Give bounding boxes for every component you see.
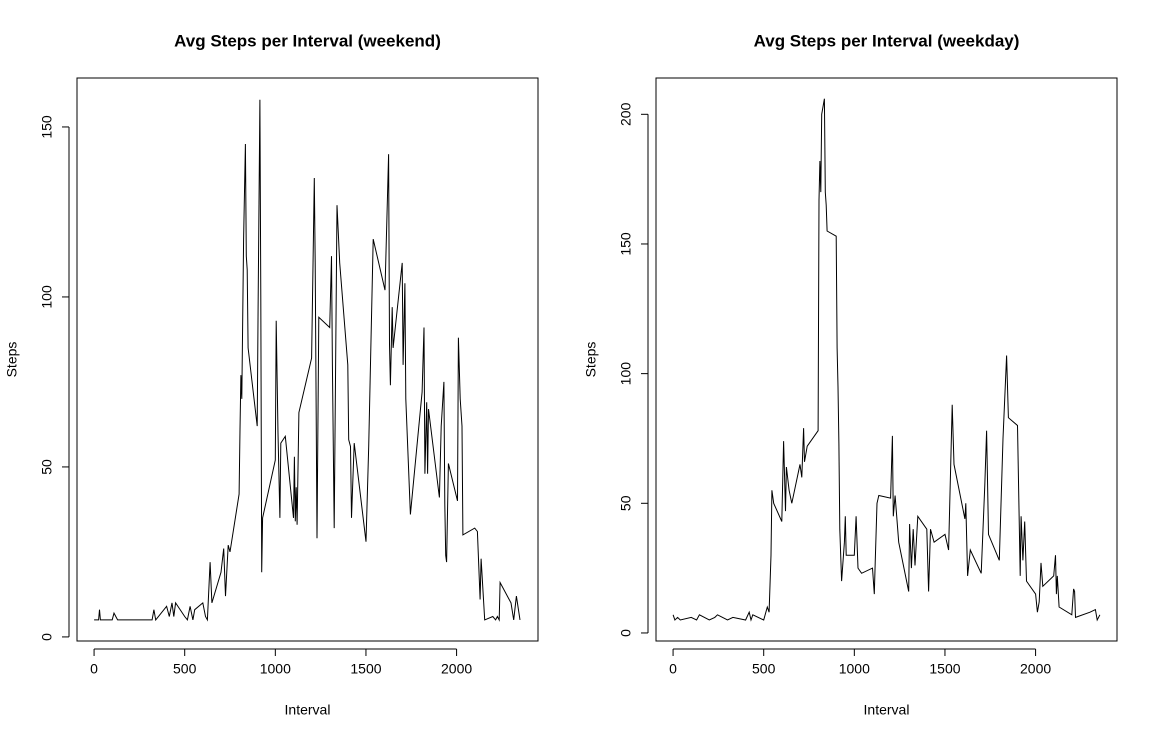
x-tick-label: 500 (752, 661, 776, 677)
y-tick-label: 150 (618, 232, 634, 256)
plot-box (655, 77, 1118, 642)
y-tick-label: 0 (618, 629, 634, 637)
x-tick-label: 1500 (350, 661, 381, 677)
x-tick-label: 1000 (260, 661, 291, 677)
x-tick-label: 2000 (1020, 661, 1051, 677)
y-tick-label: 200 (618, 102, 634, 126)
y-tick-label: 50 (618, 495, 634, 511)
x-axis-label: Interval (285, 702, 331, 718)
chart-title: Avg Steps per Interval (weekend) (174, 31, 441, 50)
x-tick-label: 2000 (441, 661, 472, 677)
plot-box (76, 77, 539, 642)
y-axis-label: Steps (4, 342, 20, 378)
y-tick-label: 100 (618, 362, 634, 386)
x-tick-label: 0 (669, 661, 677, 677)
y-tick-label: 0 (39, 633, 55, 641)
x-tick-label: 1000 (839, 661, 870, 677)
data-line (672, 98, 1101, 622)
chart-title: Avg Steps per Interval (weekday) (754, 31, 1020, 50)
x-tick-label: 1500 (929, 661, 960, 677)
x-tick-label: 0 (90, 661, 98, 677)
x-axis-label: Interval (864, 702, 910, 718)
y-tick-label: 50 (39, 459, 55, 475)
data-line (94, 99, 521, 622)
y-axis-label: Steps (583, 342, 599, 378)
x-tick-label: 500 (173, 661, 197, 677)
y-tick-label: 150 (39, 115, 55, 139)
y-tick-label: 100 (39, 285, 55, 309)
